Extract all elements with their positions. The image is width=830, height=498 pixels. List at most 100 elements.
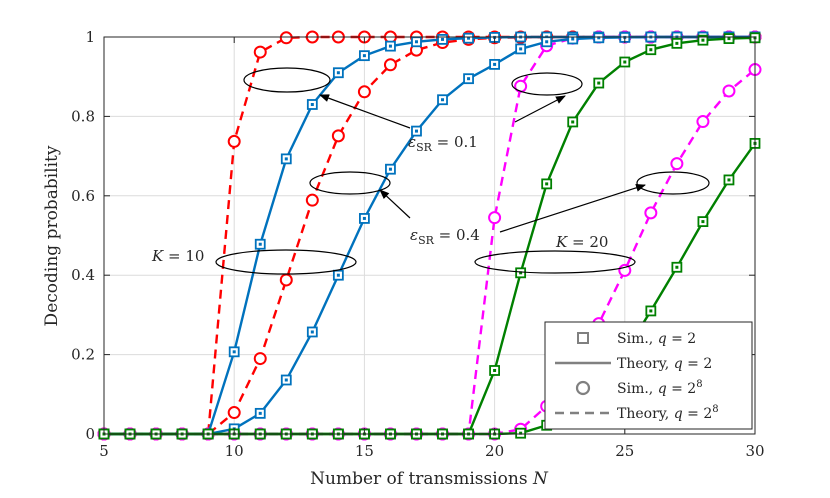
y-axis-label: Decoding probability xyxy=(42,145,62,326)
bracket-ellipse xyxy=(309,171,391,195)
data-point-circle xyxy=(305,193,319,207)
data-point-square-core xyxy=(336,273,340,277)
legend-label-text: Sim., xyxy=(617,381,658,397)
legend-label-variable: q xyxy=(658,381,667,397)
eps-0.1-label-subscript: SR xyxy=(416,141,433,154)
data-point-square-core xyxy=(727,178,731,182)
data-point-square-core xyxy=(310,330,314,334)
data-point-square-core xyxy=(623,60,627,64)
legend-label-variable: q xyxy=(658,331,667,347)
bracket-ellipse xyxy=(474,250,636,274)
data-point-square-core xyxy=(388,44,392,48)
data-point-square-core xyxy=(310,102,314,106)
data-point-square-core xyxy=(571,120,575,124)
eps-0.4-label-symbol: ε xyxy=(410,226,418,244)
eps-0.1-label-symbol: ε xyxy=(408,133,416,151)
data-point-square-core xyxy=(493,368,497,372)
axis-ticks: 5 10 15 20 25 30 0 0.2 0.4 0.6 0.8 1 xyxy=(71,28,764,460)
eps-0.4-label: εSR = 0.4 xyxy=(410,226,480,247)
legend-square-icon xyxy=(577,332,589,344)
y-tick-label: 0.8 xyxy=(71,107,95,125)
data-point-circle xyxy=(253,45,267,59)
data-point-square-core xyxy=(414,129,418,133)
data-point-square-core xyxy=(467,36,471,40)
data-point-circle xyxy=(357,85,371,99)
legend-label-variable: q xyxy=(674,356,683,372)
annotation-arrow xyxy=(379,189,411,219)
data-point-circle xyxy=(227,406,241,420)
eps-0.1-label: εSR = 0.1 xyxy=(408,133,478,154)
data-point-circle xyxy=(722,84,736,98)
legend-label: Sim., q = 28 xyxy=(617,379,703,397)
data-point-square-core xyxy=(519,271,523,275)
x-tick-label: 30 xyxy=(745,442,764,460)
data-point-square-core xyxy=(414,40,418,44)
data-point-square-core xyxy=(362,216,366,220)
data-point-square-core xyxy=(649,309,653,313)
legend-label: Theory, q = 28 xyxy=(617,404,719,422)
data-point-square-core xyxy=(284,157,288,161)
legend-circle-icon xyxy=(575,380,591,396)
x-tick-label: 5 xyxy=(99,442,109,460)
data-point-circle xyxy=(488,211,502,225)
data-point-square-core xyxy=(649,48,653,52)
k10-label-value: = 10 xyxy=(168,247,204,265)
legend-entry: Theory, q = 2 xyxy=(555,356,712,372)
data-point-circle xyxy=(696,115,710,129)
data-point-square-core xyxy=(441,37,445,41)
data-point-square-core xyxy=(441,98,445,102)
y-tick-label: 0.2 xyxy=(71,346,95,364)
legend-label-superscript: 8 xyxy=(712,404,718,415)
data-point-circle xyxy=(279,31,293,45)
bracket-ellipse xyxy=(511,72,583,96)
data-point-square-core xyxy=(467,77,471,81)
legend-entry: Sim., q = 28 xyxy=(575,379,703,397)
legend-label-value: = 2 xyxy=(667,331,697,347)
k10-label: K = 10 xyxy=(151,247,204,265)
data-point-circle xyxy=(253,352,267,366)
y-tick-label: 0.6 xyxy=(71,187,95,205)
eps-0.1-label-value: = 0.1 xyxy=(432,133,478,151)
k20-label-value: = 20 xyxy=(572,233,608,251)
data-point-square-core xyxy=(388,167,392,171)
k20-label-variable: K xyxy=(555,233,572,251)
legend-label-variable: q xyxy=(674,406,683,422)
legend-label-text: Theory, xyxy=(617,406,674,422)
legend-label-value: = 2 xyxy=(667,381,697,397)
data-point-square-core xyxy=(675,265,679,269)
data-point-square-core xyxy=(258,242,262,246)
bracket-ellipse xyxy=(243,67,331,93)
k20-label: K = 20 xyxy=(555,233,608,251)
data-point-square-core xyxy=(336,71,340,75)
data-point-circle xyxy=(644,206,658,220)
legend-label-superscript: 8 xyxy=(696,379,702,390)
x-axis-label: Number of transmissions N xyxy=(310,469,549,489)
data-point-circle xyxy=(279,273,293,287)
x-tick-label: 25 xyxy=(615,442,634,460)
data-point-square-core xyxy=(701,220,705,224)
legend-entry: Theory, q = 28 xyxy=(555,404,719,422)
data-point-circle xyxy=(670,157,684,171)
data-point-square-core xyxy=(571,37,575,41)
data-point-square-core xyxy=(597,36,601,40)
legend-label-text: Theory, xyxy=(617,356,674,372)
data-point-square-core xyxy=(519,431,523,435)
data-point-square-core xyxy=(258,411,262,415)
k10-label-variable: K xyxy=(151,247,168,265)
legend-label: Sim., q = 2 xyxy=(617,331,696,347)
data-point-square-core xyxy=(362,54,366,58)
legend-label-value: = 2 xyxy=(683,406,713,422)
data-point-square-core xyxy=(284,378,288,382)
data-point-circle xyxy=(331,129,345,143)
data-point-square-core xyxy=(545,40,549,44)
data-point-square-core xyxy=(675,41,679,45)
x-tick-label: 15 xyxy=(355,442,374,460)
legend-entry: Sim., q = 2 xyxy=(577,331,696,347)
data-point-square-core xyxy=(232,350,236,354)
y-tick-label: 1 xyxy=(85,28,95,46)
data-point-square-core xyxy=(727,37,731,41)
x-tick-label: 10 xyxy=(225,442,244,460)
